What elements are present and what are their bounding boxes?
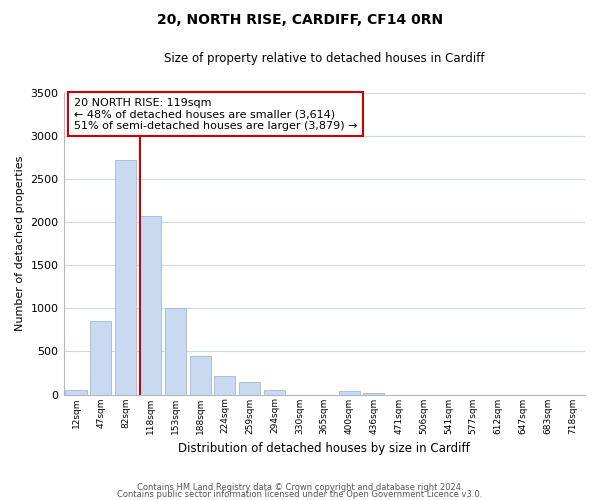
Bar bbox=[364, 393, 385, 394]
Bar bbox=[264, 390, 285, 394]
Bar bbox=[65, 390, 86, 394]
Text: Contains public sector information licensed under the Open Government Licence v3: Contains public sector information licen… bbox=[118, 490, 482, 499]
Bar bbox=[239, 382, 260, 394]
Bar bbox=[214, 376, 235, 394]
Text: 20 NORTH RISE: 119sqm
← 48% of detached houses are smaller (3,614)
51% of semi-d: 20 NORTH RISE: 119sqm ← 48% of detached … bbox=[74, 98, 358, 131]
X-axis label: Distribution of detached houses by size in Cardiff: Distribution of detached houses by size … bbox=[178, 442, 470, 455]
Bar bbox=[338, 390, 359, 394]
Bar bbox=[190, 356, 211, 395]
Text: 20, NORTH RISE, CARDIFF, CF14 0RN: 20, NORTH RISE, CARDIFF, CF14 0RN bbox=[157, 12, 443, 26]
Bar bbox=[140, 216, 161, 394]
Bar bbox=[165, 308, 186, 394]
Title: Size of property relative to detached houses in Cardiff: Size of property relative to detached ho… bbox=[164, 52, 485, 66]
Y-axis label: Number of detached properties: Number of detached properties bbox=[15, 156, 25, 332]
Text: Contains HM Land Registry data © Crown copyright and database right 2024.: Contains HM Land Registry data © Crown c… bbox=[137, 484, 463, 492]
Bar bbox=[90, 322, 112, 394]
Bar bbox=[115, 160, 136, 394]
